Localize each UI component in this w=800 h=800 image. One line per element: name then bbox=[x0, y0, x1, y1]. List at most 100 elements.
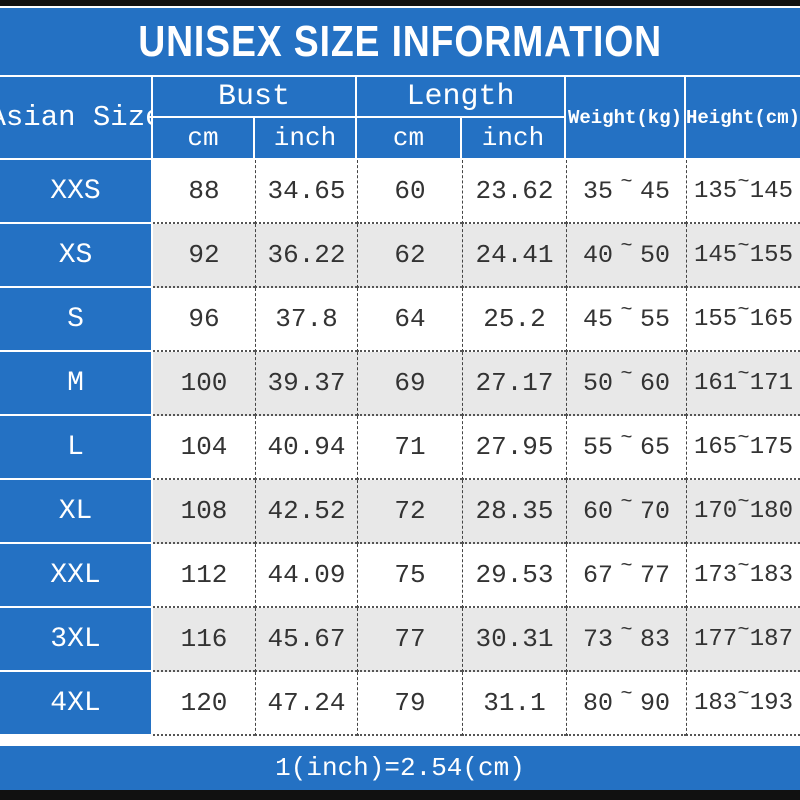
weight-range: 80 ~ 90 bbox=[566, 672, 686, 736]
bust-cm-value: 96 bbox=[153, 288, 255, 352]
height-min: 173 bbox=[694, 561, 738, 589]
header-weight: Weight(kg) bbox=[566, 77, 684, 158]
length-cm-value: 72 bbox=[357, 480, 462, 544]
height-max: 155 bbox=[749, 241, 793, 269]
top-black-bar bbox=[0, 0, 800, 6]
bust-inch-value: 42.52 bbox=[255, 480, 357, 544]
size-label: M bbox=[0, 352, 153, 416]
bust-inch-value: 34.65 bbox=[255, 160, 357, 224]
height-range: 145 ~ 155 bbox=[686, 224, 800, 288]
tilde-symbol: ~ bbox=[737, 490, 750, 514]
weight-max: 90 bbox=[639, 688, 670, 718]
length-cm-value: 71 bbox=[357, 416, 462, 480]
title-band: UNISEX SIZE INFORMATION bbox=[0, 8, 800, 75]
tilde-symbol: ~ bbox=[737, 682, 750, 706]
bust-inch-value: 36.22 bbox=[255, 224, 357, 288]
length-cm-value: 60 bbox=[357, 160, 462, 224]
weight-min: 60 bbox=[583, 496, 614, 526]
bottom-black-bar bbox=[0, 790, 800, 800]
bust-inch-value: 37.8 bbox=[255, 288, 357, 352]
size-label: XXS bbox=[0, 160, 153, 224]
length-inch-value: 27.17 bbox=[462, 352, 566, 416]
height-range: 183 ~ 193 bbox=[686, 672, 800, 736]
height-min: 177 bbox=[694, 625, 738, 653]
bust-cm-value: 120 bbox=[153, 672, 255, 736]
size-label: 4XL bbox=[0, 672, 153, 736]
header-bust-group: Bust bbox=[153, 77, 355, 116]
weight-max: 60 bbox=[639, 368, 670, 398]
weight-max: 45 bbox=[639, 176, 670, 206]
height-max: 180 bbox=[749, 497, 793, 525]
tilde-symbol: ~ bbox=[737, 362, 750, 386]
height-max: 193 bbox=[749, 689, 793, 717]
weight-max: 70 bbox=[639, 496, 670, 526]
weight-max: 55 bbox=[639, 304, 670, 334]
height-min: 135 bbox=[694, 177, 738, 205]
tilde-symbol: ~ bbox=[620, 298, 633, 322]
height-range: 155 ~ 165 bbox=[686, 288, 800, 352]
weight-range: 67 ~ 77 bbox=[566, 544, 686, 608]
bust-cm-value: 116 bbox=[153, 608, 255, 672]
tilde-symbol: ~ bbox=[620, 426, 633, 450]
size-label: S bbox=[0, 288, 153, 352]
length-inch-value: 29.53 bbox=[462, 544, 566, 608]
table-row-xs: XS 92 36.22 62 24.41 40 ~ 50 145 ~ 155 bbox=[0, 224, 800, 288]
bust-cm-value: 100 bbox=[153, 352, 255, 416]
weight-range: 50 ~ 60 bbox=[566, 352, 686, 416]
length-inch-value: 27.95 bbox=[462, 416, 566, 480]
table-row-m: M 100 39.37 69 27.17 50 ~ 60 161 ~ 171 bbox=[0, 352, 800, 416]
tilde-symbol: ~ bbox=[737, 298, 750, 322]
table-body: XXS 88 34.65 60 23.62 35 ~ 45 135 ~ 145 … bbox=[0, 160, 800, 736]
header-bust-inch: inch bbox=[255, 118, 355, 158]
weight-max: 65 bbox=[639, 432, 670, 462]
height-max: 171 bbox=[749, 369, 793, 397]
size-label: 3XL bbox=[0, 608, 153, 672]
tilde-symbol: ~ bbox=[620, 362, 633, 386]
weight-min: 67 bbox=[583, 560, 614, 590]
tilde-symbol: ~ bbox=[737, 618, 750, 642]
height-range: 135 ~ 145 bbox=[686, 160, 800, 224]
bust-inch-value: 40.94 bbox=[255, 416, 357, 480]
length-cm-value: 62 bbox=[357, 224, 462, 288]
bust-cm-value: 88 bbox=[153, 160, 255, 224]
height-min: 155 bbox=[694, 305, 738, 333]
tilde-symbol: ~ bbox=[620, 554, 633, 578]
table-row-4xl: 4XL 120 47.24 79 31.1 80 ~ 90 183 ~ 193 bbox=[0, 672, 800, 736]
length-cm-value: 75 bbox=[357, 544, 462, 608]
weight-min: 45 bbox=[583, 304, 614, 334]
weight-range: 45 ~ 55 bbox=[566, 288, 686, 352]
size-label: XS bbox=[0, 224, 153, 288]
tilde-symbol: ~ bbox=[737, 170, 750, 194]
height-range: 177 ~ 187 bbox=[686, 608, 800, 672]
height-max: 187 bbox=[749, 625, 793, 653]
length-inch-value: 30.31 bbox=[462, 608, 566, 672]
length-inch-value: 23.62 bbox=[462, 160, 566, 224]
height-max: 165 bbox=[749, 305, 793, 333]
tilde-symbol: ~ bbox=[620, 490, 633, 514]
height-min: 161 bbox=[694, 369, 738, 397]
footer-band: 1(inch)=2.54(cm) bbox=[0, 746, 800, 790]
height-range: 173 ~ 183 bbox=[686, 544, 800, 608]
height-min: 183 bbox=[694, 689, 738, 717]
height-max: 183 bbox=[749, 561, 793, 589]
length-cm-value: 77 bbox=[357, 608, 462, 672]
weight-max: 83 bbox=[639, 624, 670, 654]
height-max: 175 bbox=[749, 433, 793, 461]
height-max: 145 bbox=[749, 177, 793, 205]
bust-cm-value: 92 bbox=[153, 224, 255, 288]
conversion-note: 1(inch)=2.54(cm) bbox=[275, 753, 525, 783]
page-title: UNISEX SIZE INFORMATION bbox=[138, 16, 662, 66]
table-row-xxl: XXL 112 44.09 75 29.53 67 ~ 77 173 ~ 183 bbox=[0, 544, 800, 608]
height-min: 165 bbox=[694, 433, 738, 461]
bust-cm-value: 104 bbox=[153, 416, 255, 480]
tilde-symbol: ~ bbox=[620, 682, 633, 706]
weight-min: 55 bbox=[583, 432, 614, 462]
size-label: L bbox=[0, 416, 153, 480]
header-length-inch: inch bbox=[462, 118, 564, 158]
tilde-symbol: ~ bbox=[620, 618, 633, 642]
bust-inch-value: 47.24 bbox=[255, 672, 357, 736]
weight-min: 73 bbox=[583, 624, 614, 654]
bust-cm-value: 112 bbox=[153, 544, 255, 608]
weight-range: 73 ~ 83 bbox=[566, 608, 686, 672]
